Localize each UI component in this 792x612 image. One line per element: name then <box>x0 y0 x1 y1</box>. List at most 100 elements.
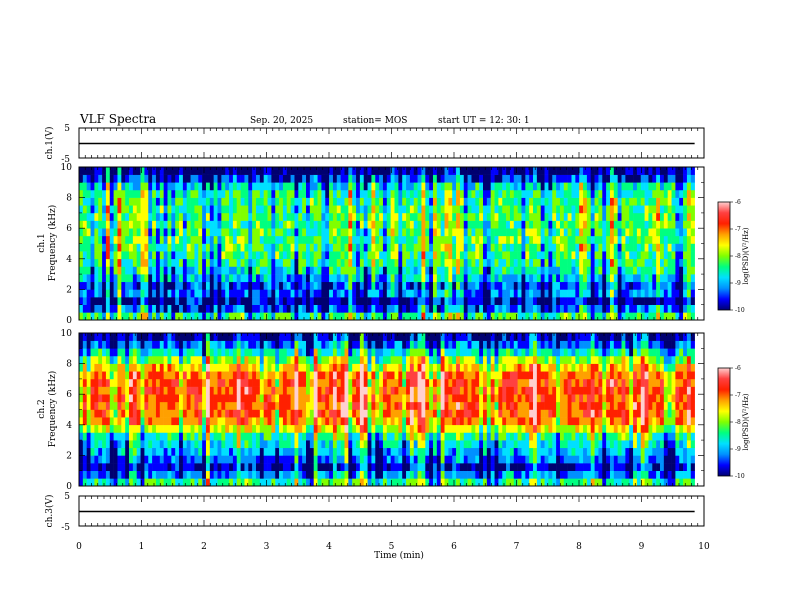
spectrogram-cell <box>402 259 406 267</box>
spectrogram-cell <box>175 417 179 425</box>
spectrogram-cell <box>160 182 164 190</box>
spectrogram-cell <box>187 432 191 440</box>
spectrogram-cell <box>398 471 402 479</box>
spectrogram-cell <box>610 236 614 244</box>
spectrogram-cell <box>291 364 295 372</box>
spectrogram-cell <box>241 289 245 297</box>
spectrogram-cell <box>383 410 387 418</box>
spectrogram-cell <box>471 213 475 221</box>
spectrogram-cell <box>298 463 302 471</box>
spectrogram-cell <box>264 228 268 236</box>
spectrogram-cell <box>348 348 352 356</box>
spectrogram-cell <box>329 274 333 282</box>
spectrogram-cell <box>114 167 118 175</box>
spectrogram-cell <box>283 394 287 402</box>
spectrogram-cell <box>302 266 306 274</box>
spectrogram-cell <box>387 236 391 244</box>
spectrogram-cell <box>333 463 337 471</box>
spectrogram-cell <box>310 341 314 349</box>
spectrogram-cell <box>610 198 614 206</box>
spectrogram-cell <box>406 371 410 379</box>
spectrogram-cell <box>502 251 506 259</box>
spectrogram-cell <box>152 448 156 456</box>
spectrogram-cell <box>225 356 229 364</box>
spectrogram-cell <box>275 348 279 356</box>
spectrogram-cell <box>541 205 545 213</box>
spectrogram-cell <box>368 190 372 198</box>
spectrogram-cell <box>356 274 360 282</box>
spectrogram-cell <box>114 259 118 267</box>
spectrogram-cell <box>348 394 352 402</box>
spectrogram-cell <box>418 289 422 297</box>
spectrogram-cell <box>445 175 449 183</box>
spectrogram-cell <box>583 266 587 274</box>
spectrogram-cell <box>321 478 325 486</box>
spectrogram-cell <box>356 305 360 313</box>
spectrogram-cell <box>683 198 687 206</box>
spectrogram-cell <box>660 266 664 274</box>
spectrogram-cell <box>160 356 164 364</box>
spectrogram-cell <box>252 425 256 433</box>
spectrogram-cell <box>275 341 279 349</box>
spectrogram-cell <box>206 244 210 252</box>
spectrogram-cell <box>433 305 437 313</box>
spectrogram-cell <box>456 305 460 313</box>
spectrogram-cell <box>294 394 298 402</box>
spectrogram-cell <box>91 282 95 290</box>
spectrogram-cell <box>391 228 395 236</box>
spectrogram-cell <box>352 341 356 349</box>
spectrogram-cell <box>344 213 348 221</box>
spectrogram-cell <box>98 175 102 183</box>
spectrogram-cell <box>144 417 148 425</box>
spectrogram-cell <box>252 182 256 190</box>
spectrogram-cell <box>356 175 360 183</box>
spectrogram-cell <box>321 312 325 320</box>
spectrogram-cell <box>552 213 556 221</box>
spectrogram-cell <box>252 251 256 259</box>
spectrogram-cell <box>94 221 98 229</box>
spectrogram-cell <box>244 440 248 448</box>
spectrogram-cell <box>637 190 641 198</box>
spectrogram-cell <box>198 244 202 252</box>
spectrogram-cell <box>402 448 406 456</box>
spectrogram-cell <box>275 213 279 221</box>
spectrogram-cell <box>314 182 318 190</box>
spectrogram-cell <box>506 190 510 198</box>
spectrogram-cell <box>194 175 198 183</box>
spectrogram-cell <box>495 221 499 229</box>
spectrogram-cell <box>664 221 668 229</box>
spectrogram-cell <box>171 425 175 433</box>
spectrogram-cell <box>117 402 121 410</box>
spectrogram-cell <box>156 282 160 290</box>
spectrogram-cell <box>187 379 191 387</box>
spectrogram-cell <box>87 394 91 402</box>
spectrogram-cell <box>214 175 218 183</box>
spectrogram-cell <box>410 371 414 379</box>
spectrogram-cell <box>329 417 333 425</box>
spectrogram-cell <box>291 305 295 313</box>
spectrogram-cell <box>468 282 472 290</box>
spectrogram-cell <box>279 478 283 486</box>
spectrogram-cell <box>325 221 329 229</box>
spectrogram-cell <box>129 198 133 206</box>
spectrogram-cell <box>691 305 695 313</box>
spectrogram-cell <box>368 251 372 259</box>
spectrogram-cell <box>210 371 214 379</box>
spectrogram-cell <box>483 297 487 305</box>
spectrogram-cell <box>194 198 198 206</box>
spectrogram-cell <box>560 251 564 259</box>
spectrogram-cell <box>445 289 449 297</box>
spectrogram-cell <box>625 259 629 267</box>
spectrogram-cell <box>487 305 491 313</box>
spectrogram-cell <box>344 410 348 418</box>
spectrogram-cell <box>460 236 464 244</box>
spectrogram-cell <box>310 387 314 395</box>
spectrogram-cell <box>83 190 87 198</box>
spectrogram-cell <box>414 198 418 206</box>
spectrogram-cell <box>179 348 183 356</box>
spectrogram-cell <box>356 371 360 379</box>
spectrogram-cell <box>325 356 329 364</box>
spectrogram-cell <box>91 236 95 244</box>
spectrogram-cell <box>283 440 287 448</box>
spectrogram-cell <box>675 213 679 221</box>
